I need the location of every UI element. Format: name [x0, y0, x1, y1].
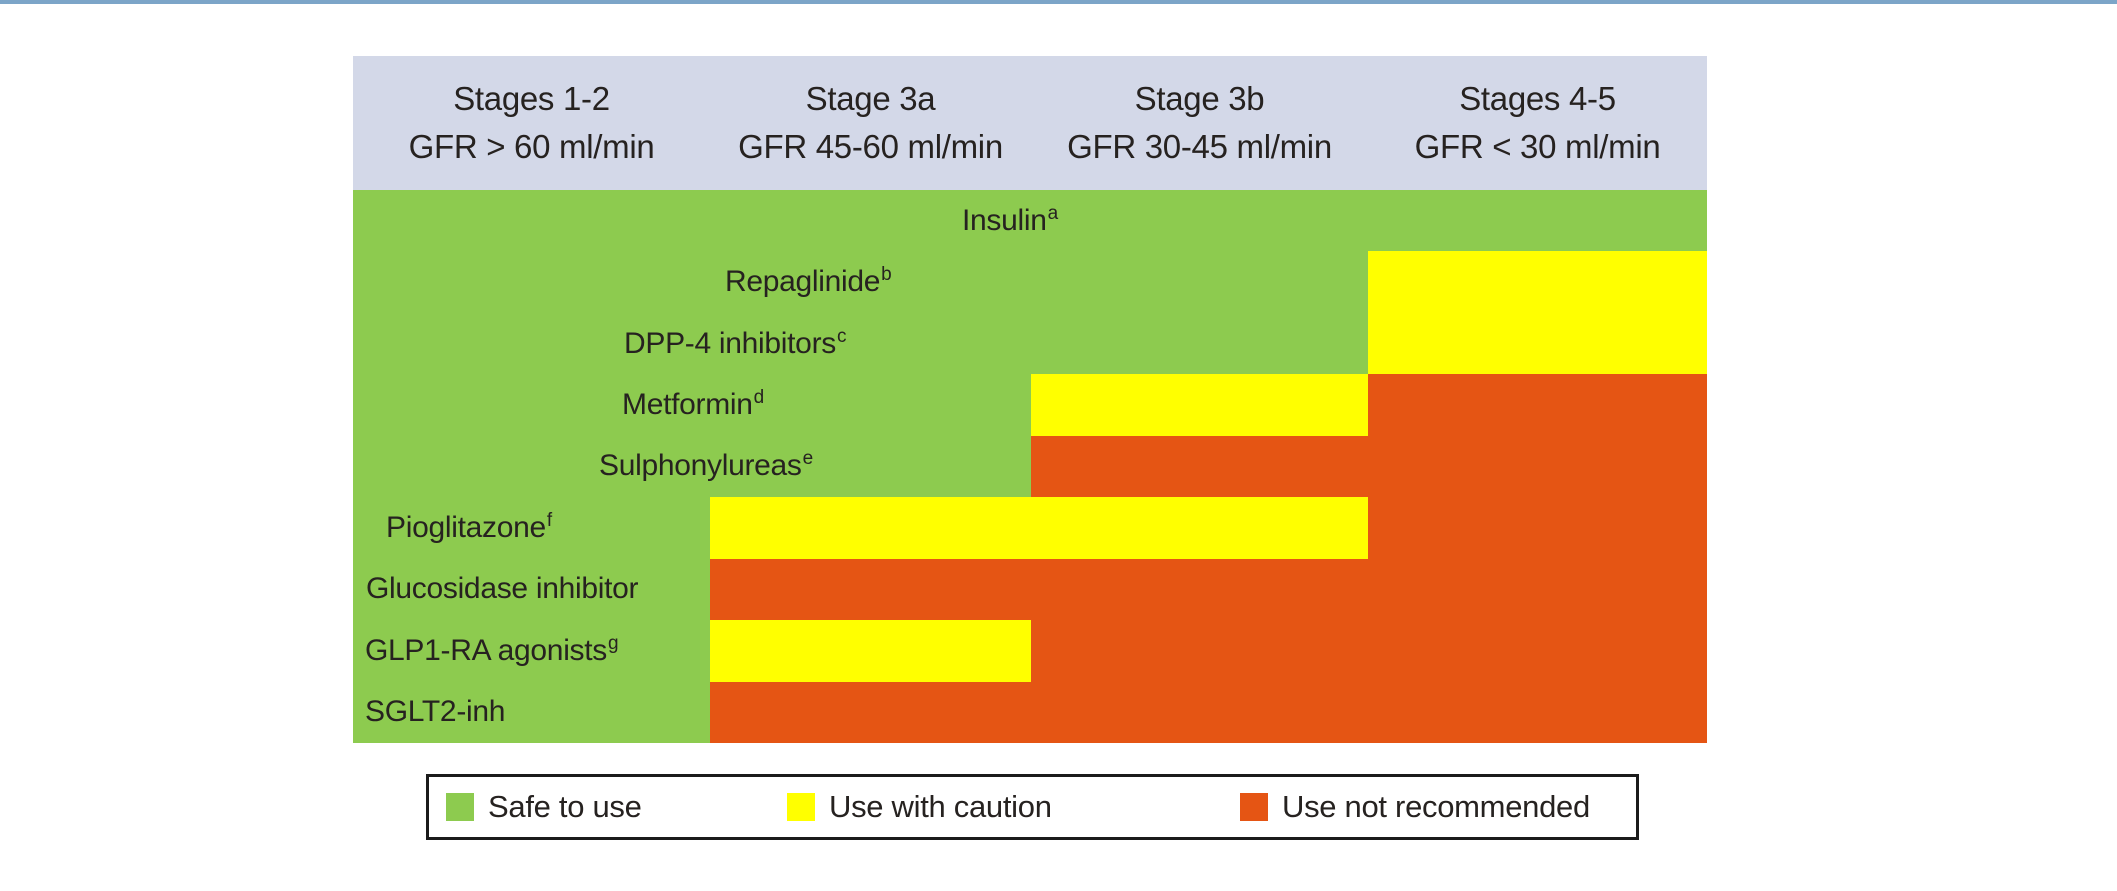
- status-cell-glp1-ra-agonists-col2-caution: [710, 620, 1031, 682]
- drug-name: Pioglitazone: [386, 510, 546, 544]
- legend-item-safe: Safe to use: [446, 789, 642, 825]
- stage-gfr-range: GFR 30-45 ml/min: [1067, 128, 1332, 165]
- legend-label: Safe to use: [488, 789, 642, 824]
- drug-name: Sulphonylureas: [599, 449, 802, 483]
- status-cell-sulphonylureas-col2-safe: [710, 435, 1031, 498]
- stage-title: Stage 3a: [805, 80, 936, 117]
- stage-header-col-4: Stages 4-5 GFR < 30 ml/min: [1368, 56, 1707, 190]
- drug-row-glp1-ra-agonists: GLP1-RA agonistsg: [353, 620, 1707, 682]
- drug-label-metformin: Metformind: [622, 387, 765, 422]
- status-cell-pioglitazone-col3-caution: [1031, 497, 1368, 559]
- footnote-superscript: a: [1047, 202, 1059, 224]
- status-cell-insulin-col4-safe: [1368, 190, 1707, 252]
- drug-row-metformin: Metformind: [353, 374, 1707, 436]
- drug-name: Glucosidase inhibitor: [366, 572, 639, 606]
- drug-label-glucosidase-inhibitor: Glucosidase inhibitor: [366, 572, 639, 606]
- stage-gfr-range: GFR > 60 ml/min: [408, 128, 655, 165]
- status-cell-glucosidase-inhibitor-col4-not_recommended: [1368, 558, 1707, 621]
- stage-header-row: Stages 1-2 GFR > 60 ml/min Stage 3a GFR 45-…: [353, 56, 1707, 190]
- drug-name: Insulin: [962, 203, 1047, 237]
- footnote-superscript: d: [753, 387, 765, 409]
- stage-header-col-3: Stage 3b GFR 30-45 ml/min: [1031, 56, 1368, 190]
- drug-name: Metformin: [622, 388, 753, 422]
- drug-name: DPP-4 inhibitors: [624, 326, 836, 360]
- drug-row-dpp-4-inhibitors: DPP-4 inhibitorsc: [353, 312, 1707, 375]
- drug-row-pioglitazone: Pioglitazonef: [353, 497, 1707, 559]
- ckd-drug-dosing-figure: Stages 1-2 GFR > 60 ml/min Stage 3a GFR 45-…: [353, 56, 1707, 743]
- footnote-superscript: e: [802, 448, 814, 470]
- status-cell-sulphonylureas-col1-safe: [353, 435, 710, 498]
- drug-label-dpp-4-inhibitors: DPP-4 inhibitorsc: [624, 325, 847, 361]
- status-cell-glucosidase-inhibitor-col2-not_recommended: [710, 558, 1031, 621]
- drug-label-sulphonylureas: Sulphonylurease: [599, 448, 814, 483]
- status-cell-pioglitazone-col4-not_recommended: [1368, 497, 1707, 559]
- status-cell-glucosidase-inhibitor-col3-not_recommended: [1031, 558, 1368, 621]
- status-cell-sulphonylureas-col4-not_recommended: [1368, 435, 1707, 498]
- status-cell-dpp-4-inhibitors-col3-safe: [1031, 312, 1368, 375]
- stage-header-col-1: Stages 1-2 GFR > 60 ml/min: [353, 56, 710, 190]
- status-cell-pioglitazone-col1-safe: [353, 497, 710, 559]
- status-cell-glucosidase-inhibitor-col1-safe: [353, 558, 710, 621]
- status-cell-repaglinide-col4-caution: [1368, 251, 1707, 313]
- drug-row-sulphonylureas: Sulphonylurease: [353, 435, 1707, 498]
- status-cell-sglt2-inh-col2-not_recommended: [710, 681, 1031, 743]
- drug-name: Repaglinide: [725, 265, 881, 299]
- legend-item-caution: Use with caution: [787, 789, 1052, 825]
- status-cell-dpp-4-inhibitors-col1-safe: [353, 312, 710, 375]
- drug-name: SGLT2-inh: [365, 695, 506, 729]
- status-cell-sglt2-inh-col3-not_recommended: [1031, 681, 1368, 743]
- footnote-superscript: g: [608, 632, 619, 654]
- status-cell-metformin-col4-not_recommended: [1368, 374, 1707, 436]
- status-cell-metformin-col3-caution: [1031, 374, 1368, 436]
- top-border-line: [0, 0, 2117, 4]
- caution-color-swatch: [787, 793, 815, 821]
- stage-gfr-range: GFR < 30 ml/min: [1414, 128, 1661, 165]
- drug-label-pioglitazone: Pioglitazonef: [386, 509, 552, 545]
- drug-label-insulin: Insulina: [962, 202, 1059, 238]
- not-recommended-color-swatch: [1240, 793, 1268, 821]
- drug-row-sglt2-inh: SGLT2-inh: [353, 681, 1707, 743]
- status-cell-dpp-4-inhibitors-col4-caution: [1368, 312, 1707, 375]
- drug-row-glucosidase-inhibitor: Glucosidase inhibitor: [353, 558, 1707, 621]
- stage-title: Stages 4-5: [1459, 80, 1616, 117]
- legend-label: Use not recommended: [1282, 789, 1590, 824]
- stage-gfr-range: GFR 45-60 ml/min: [738, 128, 1003, 165]
- status-cell-metformin-col1-safe: [353, 374, 710, 436]
- drug-row-insulin: Insulina: [353, 190, 1707, 252]
- stage-title: Stages 1-2: [453, 80, 610, 117]
- status-cell-repaglinide-col1-safe: [353, 251, 710, 313]
- safe-color-swatch: [446, 793, 474, 821]
- stage-header-col-2: Stage 3a GFR 45-60 ml/min: [710, 56, 1031, 190]
- status-cell-dpp-4-inhibitors-col2-safe: [710, 312, 1031, 375]
- status-cell-glp1-ra-agonists-col1-safe: [353, 620, 710, 682]
- status-cell-insulin-col1-safe: [353, 190, 710, 252]
- status-cell-insulin-col2-safe: [710, 190, 1031, 252]
- footnote-superscript: f: [546, 509, 552, 531]
- status-cell-insulin-col3-safe: [1031, 190, 1368, 252]
- drug-row-repaglinide: Repaglinideb: [353, 251, 1707, 313]
- drug-label-glp1-ra-agonists: GLP1-RA agonistsg: [365, 632, 619, 668]
- status-cell-sglt2-inh-col4-not_recommended: [1368, 681, 1707, 743]
- legend-box: Safe to use Use with caution Use not recom…: [426, 774, 1639, 840]
- drug-status-grid: Insulina Repaglinideb DPP-4 inhibitorsc Met…: [353, 190, 1707, 743]
- status-cell-glp1-ra-agonists-col3-not_recommended: [1031, 620, 1368, 682]
- status-cell-repaglinide-col2-safe: [710, 251, 1031, 313]
- footnote-superscript: b: [881, 264, 892, 286]
- status-cell-metformin-col2-safe: [710, 374, 1031, 436]
- status-cell-pioglitazone-col2-caution: [710, 497, 1031, 559]
- status-cell-repaglinide-col3-safe: [1031, 251, 1368, 313]
- status-cell-glp1-ra-agonists-col4-not_recommended: [1368, 620, 1707, 682]
- footnote-superscript: c: [836, 325, 847, 347]
- drug-label-repaglinide: Repaglinideb: [725, 264, 892, 299]
- drug-label-sglt2-inh: SGLT2-inh: [365, 695, 506, 729]
- legend-item-not-recommended: Use not recommended: [1240, 789, 1590, 825]
- status-cell-sulphonylureas-col3-not_recommended: [1031, 435, 1368, 498]
- stage-title: Stage 3b: [1134, 80, 1265, 117]
- drug-name: GLP1-RA agonists: [365, 633, 607, 667]
- status-cell-sglt2-inh-col1-safe: [353, 681, 710, 743]
- legend-label: Use with caution: [829, 789, 1052, 824]
